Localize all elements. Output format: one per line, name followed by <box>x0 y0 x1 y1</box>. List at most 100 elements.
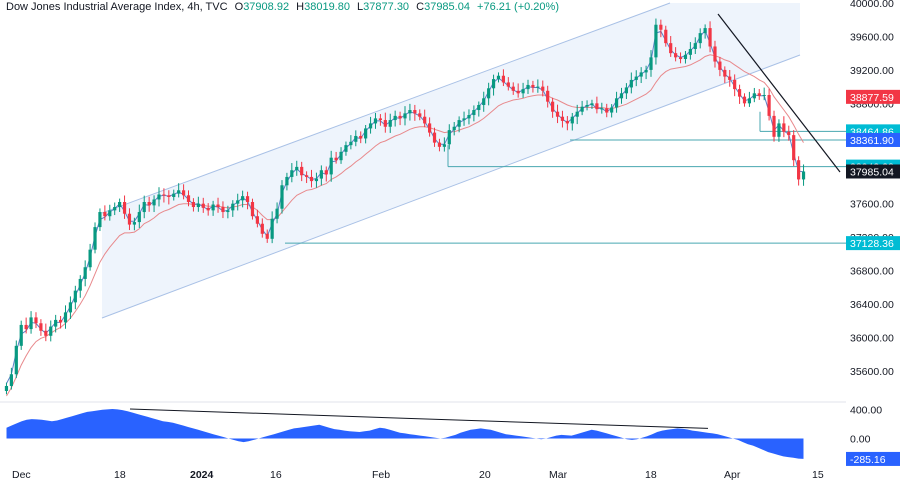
candle-body <box>132 222 136 225</box>
candle-body <box>191 202 196 208</box>
candle-body <box>295 166 299 171</box>
candle-body <box>34 317 38 324</box>
oscillator-badge-label: -285.16 <box>850 454 886 466</box>
candle-body <box>614 98 619 108</box>
candle-body <box>300 166 304 176</box>
oscillator-badge-bg <box>846 451 900 466</box>
candle-body <box>285 176 289 186</box>
candle-body <box>792 135 796 161</box>
candle-body <box>280 185 284 209</box>
date-tick-label: 20 <box>479 469 491 481</box>
candle-body <box>477 105 481 111</box>
candle-body <box>624 87 629 94</box>
date-tick-label: 18 <box>114 469 126 481</box>
close-value: 37985.04 <box>424 1 470 13</box>
candle-body <box>674 53 678 58</box>
high-value: 38019.80 <box>304 1 350 13</box>
price-badge-label: 38877.59 <box>850 92 894 104</box>
candle-body <box>196 203 200 208</box>
candle-body <box>157 194 161 200</box>
candle-body <box>167 195 171 197</box>
price-badge-bg <box>846 132 900 147</box>
candle-body <box>432 132 437 143</box>
candle-body <box>452 126 456 131</box>
candle-body <box>216 204 220 208</box>
candle-body <box>24 324 28 330</box>
candle-body <box>777 123 781 137</box>
candle-body <box>472 110 476 116</box>
candle-body <box>447 130 451 145</box>
oscillator-tick-label: 400.00 <box>850 405 882 417</box>
candle-body <box>708 28 712 47</box>
candle-body <box>669 43 673 54</box>
candle-body <box>241 196 245 201</box>
candle-body <box>290 170 294 177</box>
candle-body <box>9 374 13 386</box>
candle-body <box>14 345 18 375</box>
candle-body <box>39 323 43 331</box>
candle-body <box>467 115 471 119</box>
candle-body <box>309 176 314 182</box>
price-badge-bg <box>846 89 900 104</box>
candle-body <box>487 88 491 99</box>
candle-body <box>713 46 717 62</box>
candle-body <box>423 116 427 124</box>
candle-body <box>398 115 402 119</box>
price-badge-bg <box>846 164 900 179</box>
candle-body <box>496 75 501 80</box>
date-tick-label: Feb <box>372 469 390 481</box>
candle-body <box>334 157 338 161</box>
candle-body <box>403 113 407 119</box>
candle-body <box>304 175 309 177</box>
price-tick-label: 39600.00 <box>850 31 894 43</box>
candle-body <box>236 200 240 204</box>
candle-body <box>703 28 707 34</box>
candle-body <box>368 123 373 129</box>
date-tick-label: Dec <box>12 469 31 481</box>
candle-body <box>206 207 210 211</box>
candle-body <box>83 267 87 279</box>
candle-body <box>457 120 461 127</box>
open-value: 37908.92 <box>243 1 290 13</box>
price-tick-label: 36000.00 <box>850 332 894 344</box>
candle-body <box>610 107 614 113</box>
candle-body <box>383 120 387 127</box>
candle-body <box>4 385 9 391</box>
candle-body <box>339 151 343 161</box>
low-label: L <box>357 1 364 13</box>
candles <box>4 18 806 395</box>
candle-body <box>93 227 97 250</box>
price-tick-label: 36400.00 <box>850 299 894 311</box>
price-badge-label: 37128.36 <box>850 238 894 250</box>
candle-body <box>324 170 328 175</box>
low-value: 37877.30 <box>363 1 410 13</box>
candle-body <box>152 199 156 206</box>
price-badge: 37985.04 <box>846 164 900 179</box>
symbol-title: Dow Jones Industrial Average Index, 4h, … <box>6 1 228 13</box>
price-tick-label: 40000.00 <box>850 0 894 10</box>
candle-body <box>437 142 442 147</box>
candle-body <box>319 170 323 179</box>
candle-body <box>491 79 496 89</box>
candle-body <box>373 118 378 124</box>
candle-body <box>73 290 77 303</box>
candle-body <box>388 120 392 127</box>
candle-body <box>649 57 653 70</box>
date-tick-label: Apr <box>724 469 741 481</box>
candle-body <box>255 216 259 224</box>
price-badge: 38361.90 <box>846 132 900 147</box>
candle-body <box>639 72 643 77</box>
candle-body <box>201 203 205 208</box>
candle-body <box>231 203 235 211</box>
candle-body <box>63 312 68 323</box>
candle-body <box>555 111 560 117</box>
candle-body <box>762 94 766 96</box>
candle-body <box>560 116 565 121</box>
candle-body <box>181 190 186 196</box>
candle-body <box>551 101 555 112</box>
candle-body <box>103 212 107 217</box>
price-badge-label: 38361.90 <box>850 135 894 147</box>
candle-body <box>88 249 92 268</box>
candle-body <box>782 123 786 132</box>
